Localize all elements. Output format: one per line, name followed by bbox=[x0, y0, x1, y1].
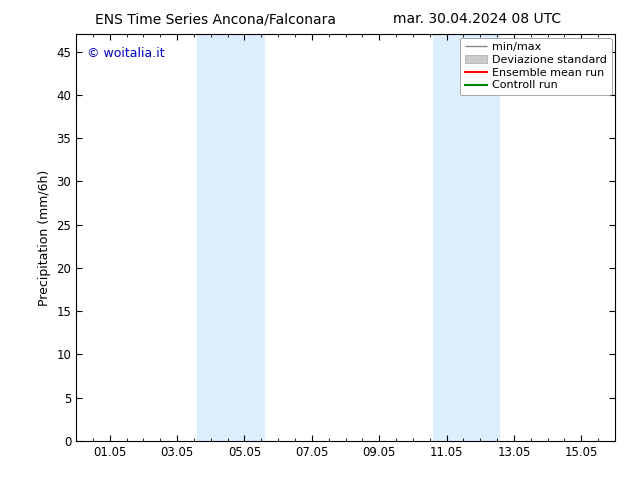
Legend: min/max, Deviazione standard, Ensemble mean run, Controll run: min/max, Deviazione standard, Ensemble m… bbox=[460, 38, 612, 95]
Bar bbox=[433, 34, 500, 441]
Y-axis label: Precipitation (mm/6h): Precipitation (mm/6h) bbox=[38, 170, 51, 306]
Bar bbox=[197, 34, 264, 441]
Text: ENS Time Series Ancona/Falconara: ENS Time Series Ancona/Falconara bbox=[95, 12, 336, 26]
Text: mar. 30.04.2024 08 UTC: mar. 30.04.2024 08 UTC bbox=[393, 12, 561, 26]
Text: © woitalia.it: © woitalia.it bbox=[87, 47, 164, 59]
